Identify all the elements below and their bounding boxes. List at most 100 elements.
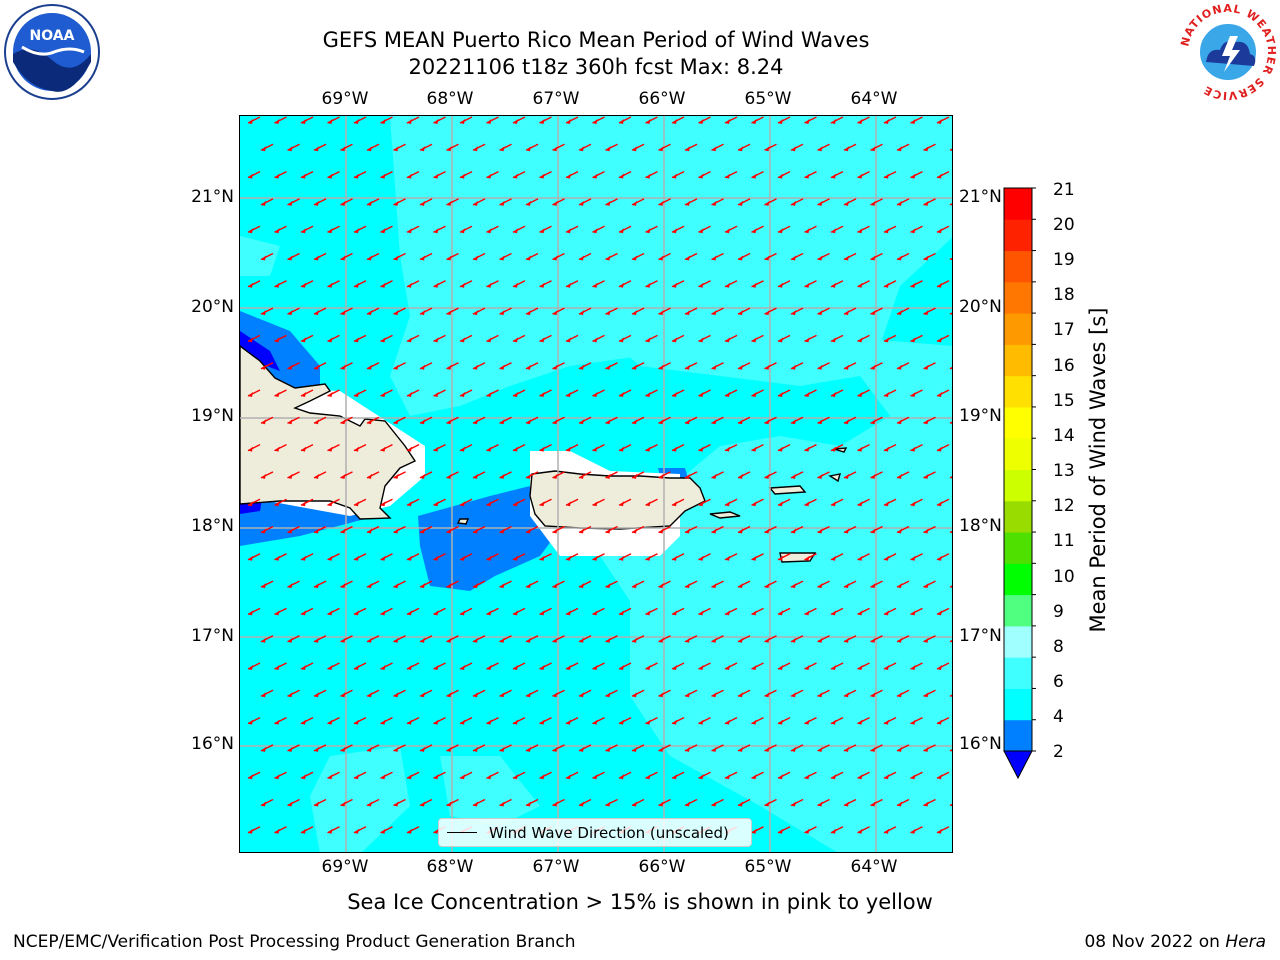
- wind-arrow-head: [301, 173, 306, 179]
- wind-arrow-head: [367, 692, 372, 698]
- wind-arrow-head: [261, 364, 266, 370]
- wind-arrow-head: [738, 637, 743, 643]
- wind-arrow-head: [513, 610, 518, 616]
- map-canvas: [240, 116, 952, 852]
- wind-arrow-head: [844, 583, 849, 589]
- wind-arrow-head: [751, 228, 757, 234]
- wind-arrow-head: [380, 446, 386, 452]
- wind-arrow-head: [685, 200, 690, 206]
- wind-arrow-head: [950, 476, 952, 479]
- wind-arrow-head: [486, 173, 492, 179]
- wind-arrow-head: [579, 310, 584, 316]
- wind-arrow-head: [301, 337, 306, 343]
- lon-label: 67°W: [532, 857, 580, 877]
- wind-arrow-head: [433, 501, 439, 507]
- wind-arrow-head: [327, 555, 333, 561]
- wind-arrow-head: [566, 282, 571, 288]
- wind-arrow-head: [446, 146, 452, 152]
- wind-arrow-head: [354, 446, 359, 452]
- wind-arrow-head: [287, 200, 293, 206]
- colorbar-segment: [1004, 500, 1032, 533]
- wind-arrow-head: [672, 774, 677, 780]
- wind-arrow-head: [950, 640, 952, 643]
- wind-arrow-head: [261, 255, 266, 261]
- wind-arrow-head: [658, 746, 664, 752]
- map-panel: [239, 115, 953, 853]
- wind-arrow-head: [552, 419, 558, 425]
- wind-arrow-head: [605, 200, 611, 206]
- wind-arrow-head: [884, 392, 889, 397]
- wind-arrow-head: [526, 583, 531, 589]
- colorbar-tick: 2: [1053, 742, 1064, 762]
- wind-arrow-head: [844, 310, 849, 316]
- wind-arrow-head: [274, 610, 280, 616]
- wind-arrow-head: [446, 692, 452, 698]
- wind-arrow-head: [844, 146, 849, 152]
- wind-arrow-head: [764, 583, 770, 589]
- wind-arrow-head: [685, 364, 690, 370]
- wind-arrow-head: [738, 692, 743, 698]
- wind-arrow-head: [407, 719, 412, 725]
- wind-arrow-head: [539, 665, 545, 670]
- wind-arrow-head: [658, 146, 664, 152]
- wind-arrow-head: [725, 119, 730, 124]
- wind-arrow-head: [473, 200, 478, 206]
- wind-arrow-head: [791, 364, 796, 370]
- wind-arrow-head: [632, 528, 637, 534]
- wind-arrow-head: [619, 119, 624, 124]
- wind-arrow-head: [937, 501, 942, 507]
- wind-arrow-head: [910, 828, 916, 834]
- wind-arrow-head: [937, 665, 942, 670]
- wind-arrow-head: [314, 146, 319, 152]
- wind-arrow-head: [592, 392, 598, 397]
- lon-label: 69°W: [321, 857, 369, 877]
- lat-label: 19°N: [959, 406, 1002, 426]
- wind-arrow-head: [791, 419, 796, 425]
- wind-arrow-head: [367, 746, 372, 752]
- nws-logo-icon: NATIONAL WEATHER SERVICE: [1178, 2, 1278, 102]
- wind-arrow-head: [831, 774, 836, 780]
- wind-arrow-head: [897, 200, 902, 206]
- wind-arrow-head: [354, 555, 359, 561]
- colorbar-segment: [1004, 313, 1032, 345]
- wind-arrow-head: [884, 610, 889, 616]
- wind-arrow-head: [367, 583, 372, 589]
- wind-arrow-head: [910, 719, 916, 725]
- wind-arrow-head: [658, 255, 664, 261]
- wind-arrow-head: [301, 392, 306, 397]
- wind-arrow-head: [711, 310, 717, 316]
- colorbar-tick: 19: [1053, 250, 1075, 270]
- wind-arrow-head: [897, 146, 902, 152]
- wind-arrow-head: [579, 419, 584, 425]
- wind-arrow-head: [645, 446, 651, 452]
- wind-arrow-head: [314, 419, 319, 425]
- wind-arrow-head: [526, 746, 531, 752]
- wind-arrow-head: [460, 228, 465, 234]
- wind-arrow-head: [897, 528, 902, 534]
- wind-arrow-head: [513, 501, 518, 507]
- wind-arrow-head: [685, 528, 690, 534]
- wind-arrow-head: [698, 555, 704, 561]
- wind-arrow-head: [460, 392, 465, 397]
- wind-arrow-head: [910, 665, 916, 670]
- wind-arrow-head: [539, 119, 545, 124]
- wind-arrow-head: [433, 610, 439, 616]
- lon-label: 69°W: [321, 89, 369, 109]
- colorbar-segment: [1004, 688, 1032, 721]
- wind-arrow-head: [460, 719, 465, 725]
- wind-arrow-head: [473, 255, 478, 261]
- wind-arrow-head: [393, 583, 399, 589]
- wind-arrow-head: [884, 119, 889, 124]
- wind-arrow-head: [261, 528, 266, 534]
- wind-arrow-head: [698, 173, 704, 179]
- wind-arrow-head: [354, 392, 359, 397]
- wind-arrow-head: [592, 774, 598, 780]
- wind-arrow-head: [287, 419, 293, 425]
- wind-arrow-head: [632, 473, 637, 479]
- wind-arrow-head: [937, 610, 942, 616]
- wind-arrow-head: [817, 146, 823, 152]
- wind-arrow-head: [817, 692, 823, 698]
- wind-arrow-head: [764, 528, 770, 534]
- wind-arrow-head: [658, 200, 664, 206]
- wind-arrow-head: [897, 746, 902, 752]
